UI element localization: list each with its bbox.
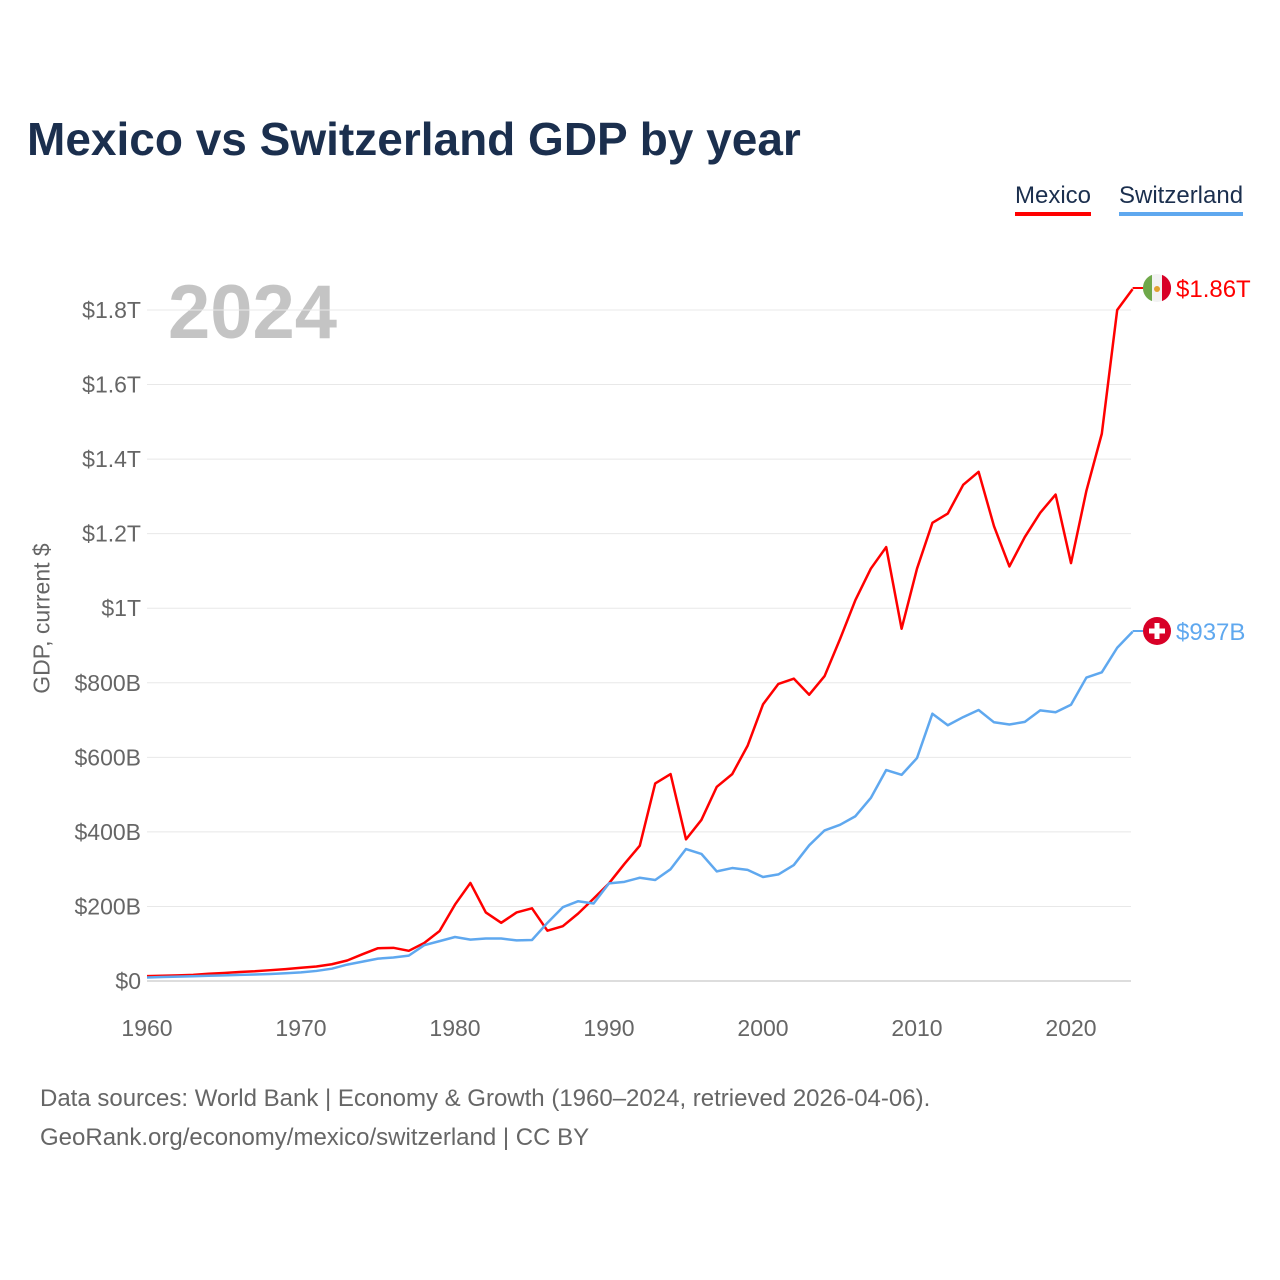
chart-title: Mexico vs Switzerland GDP by year: [27, 113, 801, 165]
legend-mexico[interactable]: Mexico: [1015, 182, 1092, 216]
y-tick-label: $0: [115, 968, 141, 994]
switzerland-flag-icon: [1143, 617, 1171, 645]
series-line-mexico[interactable]: [146, 288, 1134, 978]
end-value-label: $1.86T: [1176, 276, 1251, 303]
y-tick-label: $200B: [74, 893, 141, 919]
x-tick-label: 1980: [429, 1015, 480, 1041]
footer-sources: Data sources: World Bank | Economy & Gro…: [40, 1085, 931, 1112]
x-tick-label: 1960: [121, 1015, 172, 1041]
y-tick-label: $400B: [74, 819, 141, 845]
x-tick-label: 2020: [1045, 1015, 1096, 1041]
y-tick-label: $1.2T: [82, 521, 141, 547]
footer-link[interactable]: GeoRank.org/economy/mexico/switzerland |…: [40, 1124, 590, 1151]
y-tick-label: $800B: [74, 670, 141, 696]
y-tick-label: $1.4T: [82, 446, 141, 472]
x-tick-label: 2000: [737, 1015, 788, 1041]
series-line-switzerland[interactable]: [146, 630, 1134, 979]
x-tick-label: 2010: [891, 1015, 942, 1041]
current-year-label: 2024: [168, 270, 337, 355]
y-tick-label: $1T: [101, 595, 141, 621]
end-value-label: $937B: [1176, 619, 1245, 646]
mexico-flag-icon: [1142, 274, 1172, 302]
x-tick-label: 1990: [583, 1015, 634, 1041]
y-tick-label: $600B: [74, 744, 141, 770]
y-tick-label: $1.6T: [82, 372, 141, 398]
x-tick-label: 1970: [275, 1015, 326, 1041]
y-tick-label: $1.8T: [82, 297, 141, 323]
legend-switzerland[interactable]: Switzerland: [1119, 182, 1244, 216]
